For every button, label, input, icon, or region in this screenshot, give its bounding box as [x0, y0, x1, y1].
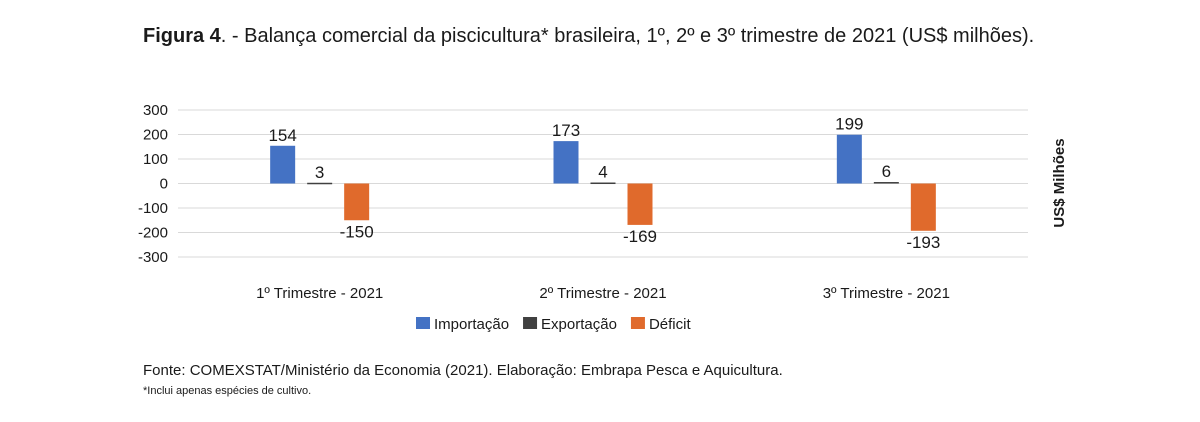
- bar-exportação: [307, 182, 333, 185]
- legend-label: Importação: [434, 316, 509, 333]
- data-label: 6: [882, 162, 891, 181]
- data-label: 199: [835, 115, 863, 134]
- figure-label: Figura 4: [143, 25, 221, 47]
- y-tick-label: 200: [143, 127, 168, 144]
- y-tick-label: 0: [160, 176, 168, 193]
- x-tick-label: 3º Trimestre - 2021: [823, 285, 950, 302]
- data-label: 173: [552, 121, 580, 140]
- legend-swatch: [416, 317, 430, 329]
- data-label: -193: [906, 233, 940, 252]
- data-label: 154: [268, 126, 296, 145]
- figure-title: Figura 4. - Balança comercial da piscicu…: [143, 22, 1043, 51]
- bar-déficit: [344, 183, 370, 221]
- legend-swatch: [523, 317, 538, 329]
- y-tick-label: -200: [138, 225, 168, 242]
- y-tick-label: -300: [138, 249, 168, 266]
- bar-déficit: [910, 183, 936, 231]
- bar-importação: [553, 141, 579, 184]
- x-tick-label: 1º Trimestre - 2021: [256, 285, 383, 302]
- y-tick-label: 100: [143, 151, 168, 168]
- bar-importação: [836, 134, 862, 184]
- legend-label: Déficit: [649, 316, 692, 333]
- bar-exportação: [590, 182, 616, 185]
- y-axis-label: US$ Milhões: [1051, 138, 1068, 227]
- data-label: 4: [598, 163, 607, 182]
- data-label: -169: [623, 227, 657, 246]
- footnote-text: *Inclui apenas espécies de cultivo.: [143, 385, 312, 397]
- legend-label: Exportação: [541, 316, 617, 333]
- y-tick-label: 300: [143, 102, 168, 119]
- bar-déficit: [627, 183, 653, 225]
- legend-swatch: [630, 317, 645, 329]
- figure-title-text: . - Balança comercial da piscicultura* b…: [220, 25, 1035, 47]
- bar-importação: [270, 145, 296, 184]
- y-tick-label: -100: [138, 200, 168, 217]
- data-label: 3: [315, 163, 324, 182]
- bar-exportação: [873, 182, 899, 184]
- x-tick-label: 2º Trimestre - 2021: [539, 285, 666, 302]
- source-text: Fonte: COMEXSTAT/Ministério da Economia …: [143, 362, 783, 379]
- data-label: -150: [340, 222, 374, 241]
